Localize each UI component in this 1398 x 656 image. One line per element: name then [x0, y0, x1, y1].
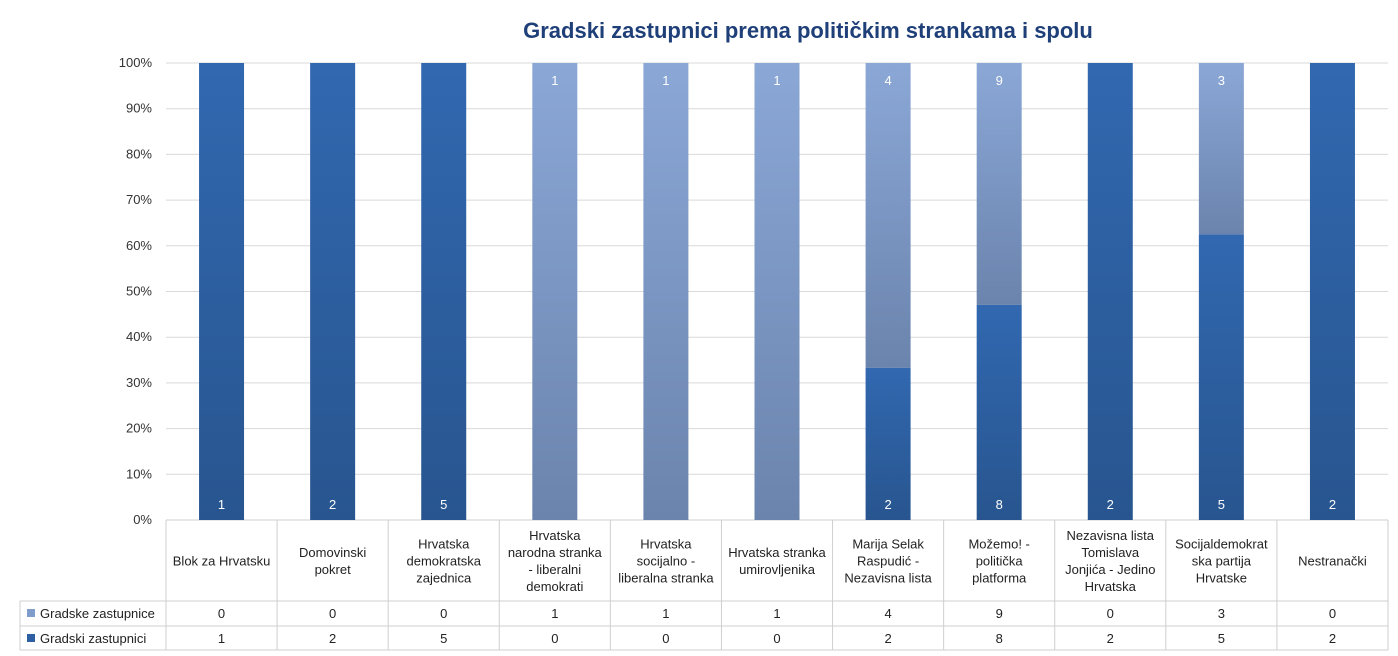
- bar-gradske-zastupnice: [643, 63, 689, 520]
- table-value-gradske-zastupnice: 0: [440, 606, 447, 621]
- table-value-gradske-zastupnice: 0: [329, 606, 336, 621]
- legend-label-gradski-zastupnici: Gradski zastupnici: [40, 631, 146, 646]
- bar-gradski-zastupnici: [976, 304, 1022, 520]
- table-value-gradske-zastupnice: 0: [1329, 606, 1336, 621]
- data-label-gradski-zastupnici: 2: [884, 497, 891, 512]
- data-label-gradske-zastupnice: 1: [551, 73, 558, 88]
- table-value-gradski-zastupnici: 2: [884, 631, 891, 646]
- y-tick-label: 0%: [133, 512, 152, 527]
- table-value-gradski-zastupnici: 0: [551, 631, 558, 646]
- data-label-gradske-zastupnice: 9: [996, 73, 1003, 88]
- category-label: Domovinski pokret: [299, 545, 366, 577]
- bar-gradske-zastupnice: [976, 63, 1022, 305]
- table-value-gradski-zastupnici: 0: [773, 631, 780, 646]
- category-label: Hrvatska socijalno -liberalna stranka: [618, 537, 714, 586]
- bar-gradske-zastupnice: [1198, 63, 1244, 235]
- y-tick-label: 20%: [126, 421, 152, 436]
- bar-gradski-zastupnici: [865, 367, 911, 520]
- bar-gradski-zastupnici: [199, 63, 245, 520]
- data-label-gradske-zastupnice: 1: [773, 73, 780, 88]
- table-value-gradske-zastupnice: 4: [884, 606, 891, 621]
- table-value-gradski-zastupnici: 5: [440, 631, 447, 646]
- category-label: Hrvatska narodna stranka - liberalni demokr…: [508, 528, 603, 594]
- bar-gradske-zastupnice: [754, 63, 800, 520]
- table-value-gradski-zastupnici: 2: [329, 631, 336, 646]
- table-value-gradske-zastupnice: 0: [1107, 606, 1114, 621]
- category-label: Nezavisna lista Tomislava Jonjića - Jedino…: [1065, 528, 1155, 594]
- data-label-gradske-zastupnice: 3: [1218, 73, 1225, 88]
- table-value-gradski-zastupnici: 2: [1329, 631, 1336, 646]
- legend-key-gradske-zastupnice: [27, 609, 35, 617]
- table-value-gradski-zastupnici: 8: [996, 631, 1003, 646]
- table-value-gradske-zastupnice: 1: [773, 606, 780, 621]
- y-tick-label: 40%: [126, 329, 152, 344]
- table-value-gradski-zastupnici: 2: [1107, 631, 1114, 646]
- table-value-gradske-zastupnice: 0: [218, 606, 225, 621]
- bar-gradski-zastupnici: [1309, 63, 1355, 520]
- data-label-gradski-zastupnici: 5: [1218, 497, 1225, 512]
- y-tick-label: 80%: [126, 146, 152, 161]
- category-label: Marija Selak Raspudić -Nezavisna lista: [844, 537, 932, 586]
- category-label: Blok za Hrvatsku: [173, 554, 271, 569]
- data-label-gradski-zastupnici: 2: [1107, 497, 1114, 512]
- data-label-gradski-zastupnici: 5: [440, 497, 447, 512]
- table-value-gradske-zastupnice: 3: [1218, 606, 1225, 621]
- data-label-gradski-zastupnici: 2: [329, 497, 336, 512]
- data-label-gradske-zastupnice: 1: [662, 73, 669, 88]
- y-tick-label: 10%: [126, 466, 152, 481]
- chart-title: Gradski zastupnici prema političkim stra…: [523, 18, 1093, 43]
- y-tick-label: 70%: [126, 192, 152, 207]
- category-label: Hrvatska stranka umirovljenika: [728, 545, 826, 577]
- data-label-gradske-zastupnice: 4: [884, 73, 891, 88]
- bar-gradski-zastupnici: [310, 63, 356, 520]
- category-label: Nestranački: [1298, 554, 1367, 569]
- y-tick-label: 60%: [126, 238, 152, 253]
- table-value-gradski-zastupnici: 0: [662, 631, 669, 646]
- category-label: Hrvatska demokratska zajednica: [407, 537, 482, 586]
- data-label-gradski-zastupnici: 1: [218, 497, 225, 512]
- table-value-gradski-zastupnici: 1: [218, 631, 225, 646]
- data-label-gradski-zastupnici: 8: [996, 497, 1003, 512]
- y-tick-label: 100%: [119, 55, 153, 70]
- category-label: Socijaldemokrat ska partija Hrvatske: [1175, 537, 1268, 586]
- data-label-gradski-zastupnici: 2: [1329, 497, 1336, 512]
- y-tick-label: 50%: [126, 284, 152, 299]
- y-tick-label: 90%: [126, 101, 152, 116]
- legend-key-gradski-zastupnici: [27, 634, 35, 642]
- legend-label-gradske-zastupnice: Gradske zastupnice: [40, 606, 155, 621]
- table-value-gradske-zastupnice: 9: [996, 606, 1003, 621]
- table-value-gradski-zastupnici: 5: [1218, 631, 1225, 646]
- category-label: Možemo! -politička platforma: [968, 537, 1029, 586]
- bar-gradske-zastupnice: [865, 63, 911, 368]
- table-value-gradske-zastupnice: 1: [662, 606, 669, 621]
- y-tick-label: 30%: [126, 375, 152, 390]
- bar-gradski-zastupnici: [1087, 63, 1133, 520]
- table-value-gradske-zastupnice: 1: [551, 606, 558, 621]
- bar-gradski-zastupnici: [1198, 234, 1244, 520]
- bar-gradske-zastupnice: [532, 63, 578, 520]
- bar-gradski-zastupnici: [421, 63, 467, 520]
